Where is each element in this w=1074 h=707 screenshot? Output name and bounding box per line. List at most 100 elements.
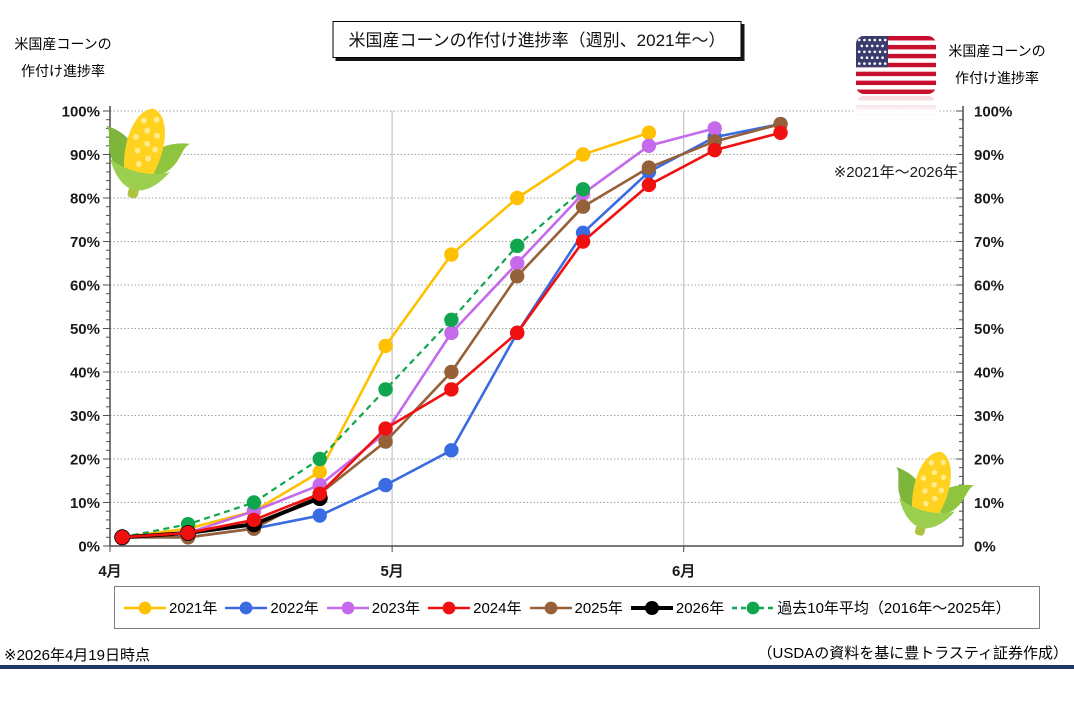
- y-tick-label: 40%: [974, 365, 1004, 382]
- legend-item: 2025年: [529, 597, 623, 618]
- data-point: [641, 160, 657, 175]
- data-point: [510, 325, 525, 341]
- data-point: [444, 325, 459, 341]
- legend-label: 2023年: [371, 600, 421, 617]
- legend-marker-icon: [428, 601, 471, 614]
- legend-label: 2021年: [169, 600, 218, 617]
- series-line: [122, 127, 716, 539]
- data-point: [378, 338, 393, 354]
- data-point: [707, 142, 722, 158]
- legend-item: 2026年: [630, 597, 725, 618]
- data-point: [575, 234, 591, 249]
- legend-item: 過去10年平均（2016年～2025年）: [732, 597, 1011, 618]
- data-point: [378, 477, 393, 493]
- legend-marker-icon: [326, 601, 369, 614]
- x-tick-label: 6月: [672, 563, 695, 580]
- legend-item: 2023年: [326, 597, 421, 618]
- chart-title-text: 米国産コーンの作付け進捗率（週別、2021年～）: [348, 31, 726, 50]
- legend-marker-icon: [732, 601, 775, 614]
- data-point: [444, 247, 459, 262]
- data-point: [115, 530, 130, 545]
- data-point: [312, 451, 327, 467]
- series-line: [122, 131, 650, 539]
- y-tick-label: 100%: [974, 104, 1012, 121]
- right-axis-title-line1: 米国産コーンの: [948, 43, 1046, 59]
- data-point: [312, 508, 327, 523]
- data-point: [444, 364, 459, 380]
- legend-marker-icon: [124, 601, 166, 614]
- x-tick-label: 4月: [98, 563, 121, 580]
- data-point: [510, 269, 525, 284]
- data-point: [246, 512, 262, 528]
- left-axis-title-line1: 米国産コーンの: [14, 36, 112, 52]
- legend-label: 過去10年平均（2016年～2025年）: [777, 600, 1011, 617]
- series-line: [122, 496, 321, 540]
- series-line: [122, 188, 584, 539]
- right-axis-title-line2: 作付け進捗率: [955, 70, 1039, 86]
- legend-marker-icon: [630, 600, 673, 615]
- y-tick-label: 50%: [974, 321, 1004, 338]
- legend-label: 2024年: [473, 600, 522, 617]
- footer-divider: [0, 665, 1074, 669]
- data-point: [575, 182, 591, 197]
- y-tick-label: 50%: [70, 321, 100, 338]
- page-title: 米国産コーンの作付け進捗率（週別、2021年～）: [332, 21, 742, 58]
- y-tick-label: 20%: [70, 452, 100, 469]
- us-flag-icon: [853, 36, 939, 132]
- left-axis-title-line2: 作付け進捗率: [21, 63, 105, 79]
- left-axis-title: 米国産コーンの 作付け進捗率: [10, 31, 116, 85]
- data-point: [510, 238, 525, 254]
- y-tick-label: 70%: [70, 234, 100, 251]
- as-of-note: ※2026年4月19日時点: [4, 647, 150, 664]
- data-point: [312, 464, 327, 480]
- y-tick-label: 0%: [78, 539, 100, 556]
- data-point: [510, 256, 525, 271]
- legend-item: 2024年: [428, 597, 522, 618]
- legend-marker-icon: [529, 601, 572, 614]
- y-tick-label: 80%: [70, 191, 100, 208]
- legend-marker-icon: [225, 601, 268, 614]
- data-point: [707, 121, 722, 136]
- legend-label: 2025年: [574, 600, 623, 617]
- legend-label: 2022年: [270, 600, 319, 617]
- data-point: [773, 125, 788, 140]
- legend-item: 2022年: [225, 597, 319, 618]
- data-point: [641, 138, 657, 153]
- y-tick-label: 60%: [70, 278, 100, 295]
- x-tick-label: 5月: [380, 563, 403, 580]
- y-tick-label: 60%: [974, 278, 1004, 295]
- data-point: [378, 421, 393, 436]
- flag-face: [856, 36, 936, 94]
- y-tick-label: 40%: [70, 365, 100, 382]
- right-axis-title: 米国産コーンの 作付け進捗率: [944, 38, 1050, 92]
- data-point: [378, 382, 393, 397]
- y-tick-label: 30%: [974, 408, 1004, 425]
- data-point: [444, 312, 459, 327]
- legend-item: 2021年: [124, 597, 217, 618]
- y-tick-label: 10%: [974, 495, 1004, 512]
- data-point: [641, 177, 657, 193]
- corn-icon: [896, 451, 975, 536]
- legend-label: 2026年: [675, 600, 725, 617]
- data-point: [246, 495, 262, 510]
- source-note: （USDAの資料を基に豊トラスティ証券作成）: [757, 645, 1068, 662]
- y-tick-label: 30%: [70, 408, 100, 425]
- data-point: [510, 190, 525, 206]
- corn-icon: [106, 108, 191, 199]
- y-tick-label: 0%: [974, 539, 996, 556]
- y-tick-label: 100%: [62, 104, 100, 121]
- y-tick-label: 10%: [70, 495, 100, 512]
- data-point: [312, 486, 327, 501]
- y-tick-label: 90%: [70, 147, 100, 164]
- data-point: [378, 434, 393, 449]
- data-point: [444, 382, 459, 397]
- data-point: [180, 525, 196, 541]
- chart-annotation: ※2021年～2026年: [833, 164, 958, 181]
- y-tick-label: 70%: [974, 234, 1004, 251]
- chart-legend: 2021年 2022年 2023年 2024年 2025年 2026年 過去10年平均（20…: [114, 586, 1040, 629]
- y-tick-label: 20%: [974, 452, 1004, 469]
- y-tick-label: 90%: [974, 147, 1004, 164]
- y-tick-label: 80%: [974, 191, 1004, 208]
